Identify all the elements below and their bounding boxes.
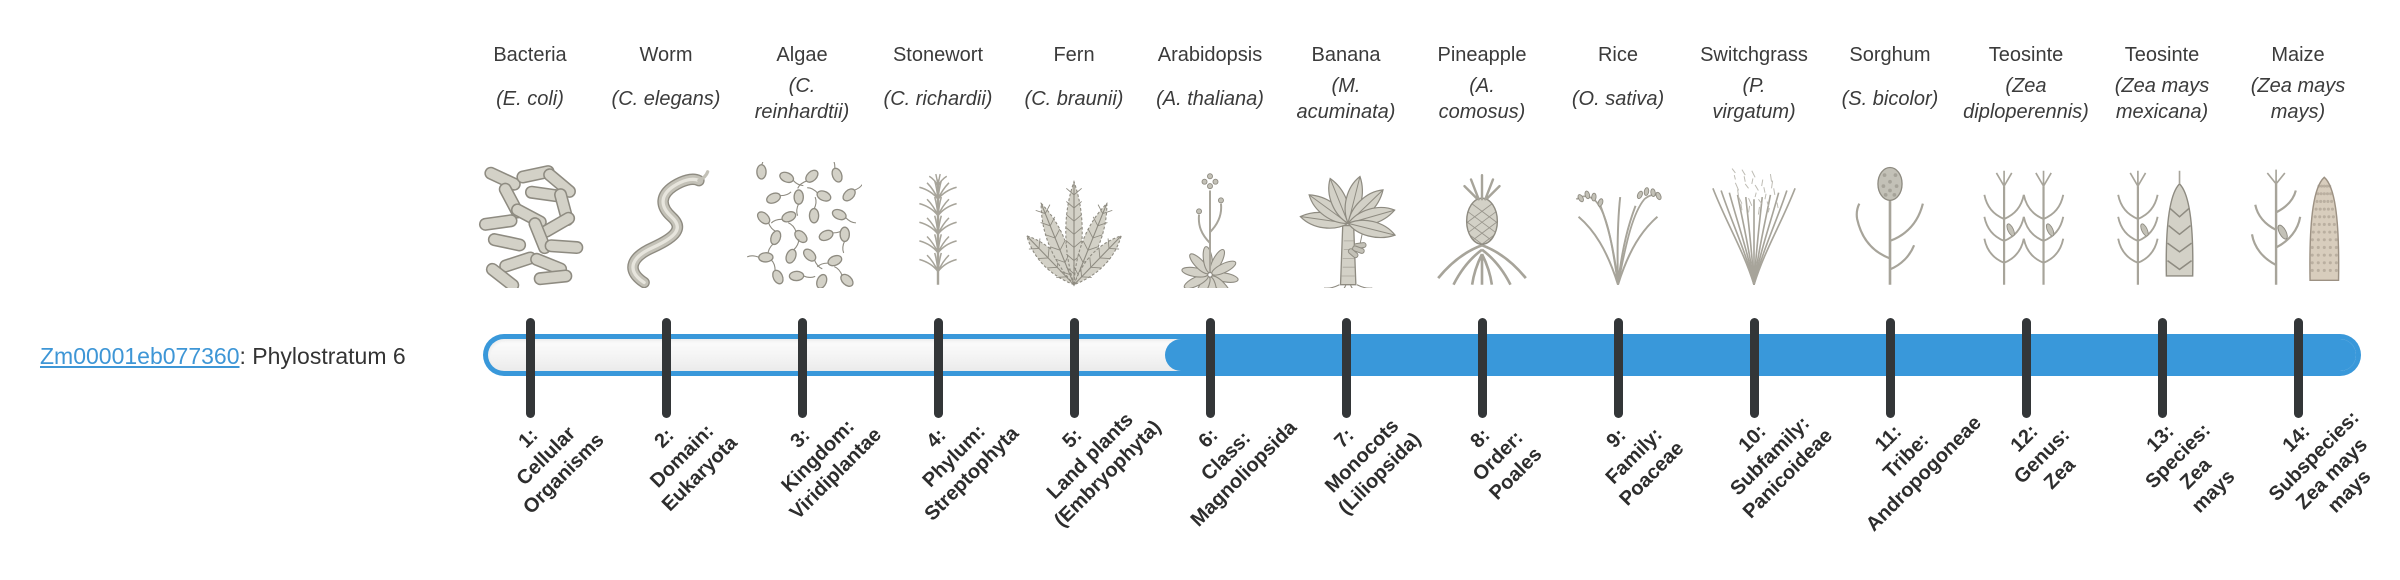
stratum-label: 5: Land plants (Embryophyta)	[1042, 408, 1166, 532]
stratum-label: 1: Cellular Organisms	[512, 422, 609, 519]
arabidopsis-icon	[1135, 158, 1285, 288]
stratum-tick-mark	[2158, 318, 2167, 418]
stratum-tick-mark	[2022, 318, 2031, 418]
stratum-label: 11: Tribe: Andropogoneae	[1861, 411, 1986, 536]
stratum-label: 9: Family: Poaceae	[1601, 423, 1689, 511]
switchgrass-icon	[1679, 158, 1829, 288]
organism-scientific-name: (P. virgatum)	[1712, 75, 1796, 123]
organism-name: Fern	[1053, 44, 1095, 66]
stratum-tick-mark	[1342, 318, 1351, 418]
organism-scientific-name: (C. reinhardtii)	[754, 75, 850, 123]
gene-label: Zm00001eb077360: Phylostratum 6	[40, 343, 406, 369]
stratum-tick-mark	[1750, 318, 1759, 418]
bacteria-icon	[455, 158, 605, 288]
organism-name: Pineapple	[1437, 44, 1527, 66]
teosinte-diploperennis-icon	[1951, 158, 2101, 288]
organism-scientific-name: (C. richardii)	[883, 88, 993, 110]
stratum-label: 7: Monocots (Liliopsida)	[1320, 415, 1426, 520]
organism-name: Sorghum	[1849, 44, 1931, 66]
organism-name: Teosinte	[2124, 44, 2200, 66]
organism-scientific-name: (S. bicolor)	[1841, 88, 1939, 110]
stratum-tick-mark	[798, 318, 807, 418]
organism-name: Switchgrass	[1700, 44, 1808, 66]
organism-name: Banana	[1311, 44, 1381, 66]
organism-scientific-name: (C. elegans)	[611, 88, 721, 110]
stratum-tick-mark	[1478, 318, 1487, 418]
organism-name: Rice	[1597, 44, 1638, 66]
organism-scientific-name: (A. comosus)	[1438, 75, 1526, 123]
gene-phylostratum-text: : Phylostratum 6	[239, 343, 406, 369]
fern-icon	[999, 158, 1149, 288]
stratum-label: 4: Phylum: Streptophyta	[918, 420, 1024, 526]
organism-scientific-name: (M. acuminata)	[1296, 75, 1396, 123]
organism-scientific-name: (A. thaliana)	[1156, 88, 1264, 110]
organism-name: Maize	[2271, 44, 2325, 66]
organism-scientific-name: (E. coli)	[496, 88, 564, 110]
organism-scientific-name: (O. sativa)	[1571, 88, 1665, 110]
stratum-label: 12: Genus: Zea	[2006, 420, 2080, 494]
algae-icon	[727, 158, 877, 288]
stratum-tick-mark	[662, 318, 671, 418]
rice-icon	[1543, 158, 1693, 288]
stratum-label: 6: Class: Magnoliopsida	[1186, 416, 1302, 532]
stratum-tick-mark	[1886, 318, 1895, 418]
gene-id-link[interactable]: Zm00001eb077360	[40, 343, 240, 369]
organism-name: Teosinte	[1988, 44, 2064, 66]
teosinte-mexicana-icon	[2087, 158, 2237, 288]
organism-scientific-name: (C. braunii)	[1024, 88, 1124, 110]
organism-scientific-name: (Zea diploperennis)	[1963, 75, 2089, 123]
phylostratum-bar	[483, 334, 2361, 376]
stratum-label: 3: Kingdom: Viridiplantae	[777, 415, 886, 524]
stratum-label: 2: Domain: Eukaryota	[646, 420, 742, 516]
organism-name: Arabidopsis	[1157, 44, 1263, 66]
pineapple-icon	[1407, 158, 1557, 288]
stratum-label: 8: Order: Poales	[1466, 424, 1547, 505]
stratum-label: 14: Subspecies: Zea mays mays	[2264, 406, 2376, 518]
stratum-tick-mark	[1614, 318, 1623, 418]
stratum-tick-mark	[934, 318, 943, 418]
banana-icon	[1271, 158, 1421, 288]
worm-icon	[591, 158, 741, 288]
maize-icon	[2223, 158, 2373, 288]
stratum-tick-mark	[526, 318, 535, 418]
stratum-label: 10: Subfamily: Panicoideae	[1726, 412, 1837, 523]
stratum-tick-mark	[1206, 318, 1215, 418]
organism-scientific-name: (Zea mays mays)	[2250, 75, 2346, 123]
stonewort-icon	[863, 158, 1013, 288]
organism-scientific-name: (Zea mays mexicana)	[2114, 75, 2210, 123]
sorghum-icon	[1815, 158, 1965, 288]
organism-name: Bacteria	[493, 44, 567, 66]
stratum-label: 13: Species: Zea mays	[2141, 419, 2240, 518]
organism-name: Stonewort	[892, 44, 984, 66]
organism-name: Algae	[776, 44, 828, 66]
stratum-tick-mark	[2294, 318, 2303, 418]
phylostratum-bar-fill	[1165, 339, 2356, 371]
stratum-tick-mark	[1070, 318, 1079, 418]
organism-name: Worm	[639, 44, 693, 66]
